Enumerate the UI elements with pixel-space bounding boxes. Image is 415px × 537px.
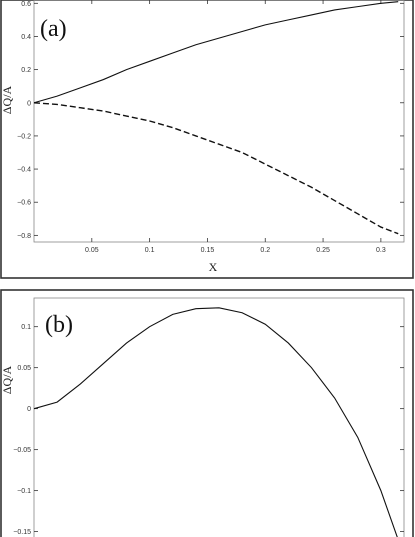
panel-a-x-tick-labels: 0.05 0.1 0.15 0.2 0.25 0.3 (85, 247, 386, 254)
panel-a-ticks (34, 0, 404, 242)
y-tick-label: 0 (27, 406, 31, 413)
panel-a-frame (0, 0, 414, 279)
panel-b-curves (33, 307, 398, 537)
y-tick-label: 0.1 (21, 324, 31, 331)
panel-a-y-tick-labels: 0.6 0.4 0.2 0 −0.2 −0.4 −0.6 −0.8 (17, 1, 31, 240)
x-tick-label: 0.15 (201, 247, 215, 254)
y-tick-label: −0.6 (17, 200, 31, 207)
panel-b-axes-box (33, 297, 405, 537)
panel-a-x-axis-label: X (209, 260, 218, 274)
solid-series-line (33, 307, 398, 537)
y-tick-label: 0.6 (21, 1, 31, 8)
x-tick-label: 0.1 (145, 247, 155, 254)
dashed-series-line (33, 102, 399, 235)
y-tick-label: −0.8 (17, 233, 31, 240)
y-tick-label: −0.1 (17, 488, 31, 495)
y-tick-label: 0 (27, 100, 31, 107)
panel-b: 0.1 0.05 0 −0.05 −0.1 −0.15 (b) ΔQ/A (0, 289, 414, 537)
panel-a-curves (33, 1, 399, 235)
panel-a-label: (a) (40, 16, 67, 42)
panel-b-y-tick-labels: 0.1 0.05 0 −0.05 −0.1 −0.15 (13, 324, 31, 536)
y-tick-label: 0.4 (21, 34, 31, 41)
y-tick-label: 0.05 (17, 365, 31, 372)
panel-a-y-axis-label: ΔQ/A (0, 85, 14, 114)
x-tick-label: 0.05 (85, 247, 99, 254)
solid-series-line (33, 1, 399, 104)
y-tick-label: −0.05 (13, 447, 31, 454)
y-tick-label: 0.2 (21, 67, 31, 74)
y-tick-label: −0.2 (17, 133, 31, 140)
y-tick-label: −0.15 (13, 529, 31, 536)
panel-b-label: (b) (45, 312, 73, 338)
panel-b-frame (0, 289, 414, 537)
x-tick-label: 0.3 (376, 247, 386, 254)
y-tick-label: −0.4 (17, 167, 31, 174)
x-tick-label: 0.25 (316, 247, 330, 254)
x-tick-label: 0.2 (260, 247, 270, 254)
panel-b-ticks (34, 326, 404, 533)
panel-a: 0.60.40.20−0.2−0.4−0.6−0.8 0.05 0.1 0.15 0.… (0, 0, 414, 279)
panel-b-y-axis-label: ΔQ/A (0, 365, 14, 394)
panel-a-axes-box (33, 0, 405, 243)
